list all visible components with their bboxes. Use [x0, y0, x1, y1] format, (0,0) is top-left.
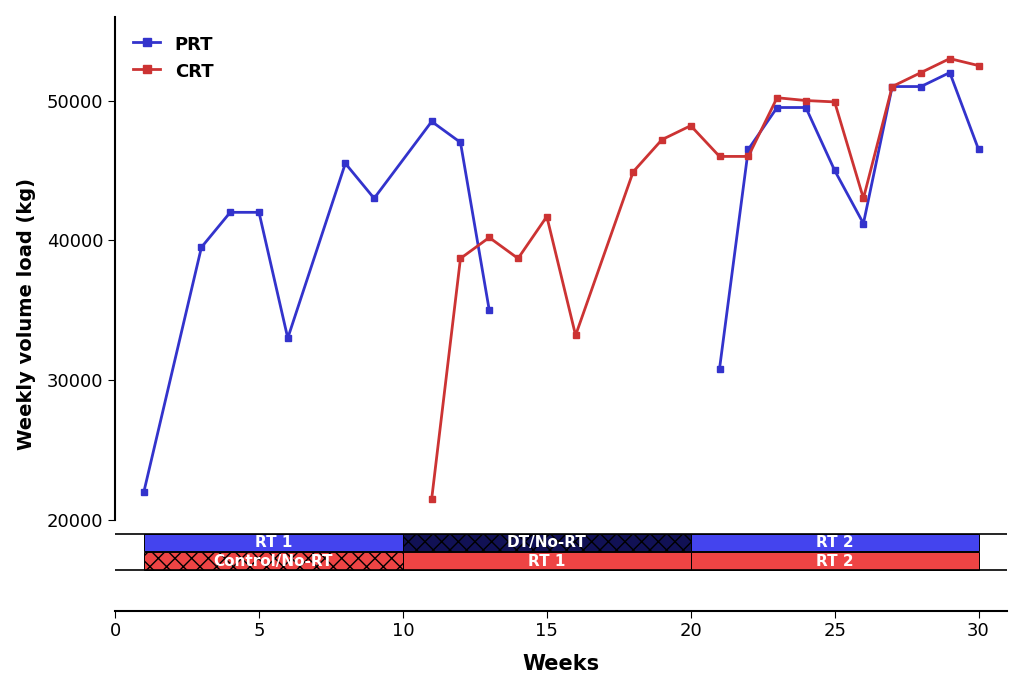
Text: RT 1: RT 1: [528, 553, 565, 569]
X-axis label: Weeks: Weeks: [522, 654, 600, 674]
Bar: [691, 552, 979, 570]
Bar: [402, 552, 691, 570]
Bar: [143, 552, 402, 570]
Text: Control/No-RT: Control/No-RT: [214, 553, 333, 569]
Text: RT 2: RT 2: [816, 535, 853, 549]
Bar: [691, 533, 979, 551]
Legend: PRT, CRT: PRT, CRT: [124, 26, 222, 90]
Bar: [143, 533, 402, 551]
Text: RT 2: RT 2: [816, 553, 853, 569]
Text: DT/No-RT: DT/No-RT: [507, 535, 587, 549]
Text: RT 1: RT 1: [255, 535, 292, 549]
Y-axis label: Weekly volume load (kg): Weekly volume load (kg): [16, 178, 36, 450]
Bar: [402, 533, 691, 551]
